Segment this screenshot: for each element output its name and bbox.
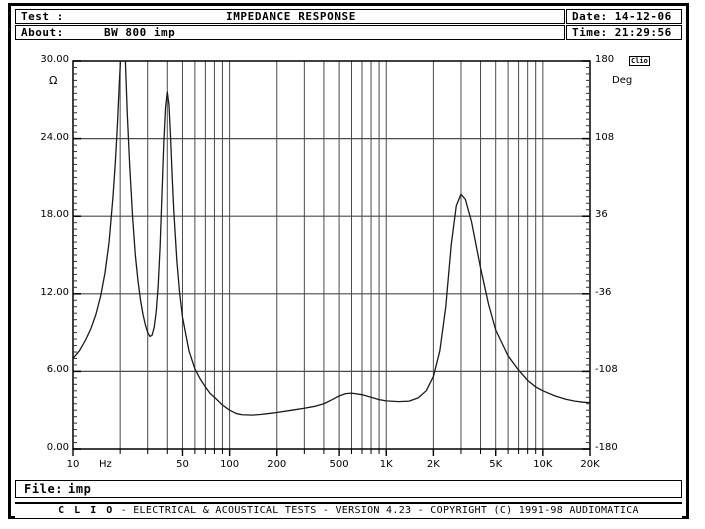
header-row-test: Test : IMPEDANCE RESPONSE Date: 14-12-06 [15, 9, 682, 24]
window-frame: Test : IMPEDANCE RESPONSE Date: 14-12-06… [8, 3, 689, 519]
y-axis-tick-label: 6.00 [46, 364, 69, 376]
x-axis-tick-label: 1K [379, 459, 393, 470]
time-field: Time: 21:29:56 [566, 25, 682, 40]
date-value: 14-12-06 [614, 10, 672, 23]
y2-axis-tick-label: 108 [595, 131, 615, 143]
y2-axis-tick-label: -180 [595, 442, 618, 453]
y2-axis-unit-label: Deg [612, 75, 633, 86]
brand-label: C L I O [58, 505, 115, 516]
x-axis-tick-label: 5K [489, 459, 503, 470]
x-axis-tick-label: 500 [329, 459, 349, 470]
about-value: BW 800 imp [104, 26, 176, 39]
time-label: Time: [572, 26, 608, 39]
y-axis-tick-label: 30.00 [40, 54, 69, 65]
y-axis-tick-label: 12.00 [40, 286, 69, 298]
y2-axis-tick-label: -36 [595, 286, 612, 298]
status-bar: C L I O - ELECTRICAL & ACOUSTICAL TESTS … [15, 502, 682, 518]
impedance-response-plot [72, 60, 591, 456]
file-label: File: [24, 482, 64, 496]
header: Test : IMPEDANCE RESPONSE Date: 14-12-06… [15, 9, 682, 41]
x-axis-tick-label: 100 [220, 459, 240, 470]
y2-axis-tick-label: 36 [595, 209, 608, 221]
about-field[interactable]: About: BW 800 imp [15, 25, 565, 40]
page-title: IMPEDANCE RESPONSE [225, 10, 356, 23]
x-axis-tick-label: 10K [533, 459, 553, 470]
plot-background [73, 61, 590, 449]
y-axis-tick-label: 0.00 [46, 442, 69, 453]
file-bar[interactable]: File: imp [15, 480, 682, 498]
header-row-about: About: BW 800 imp Time: 21:29:56 [15, 25, 682, 40]
y-axis-tick-label: 18.00 [40, 209, 69, 221]
file-value: imp [68, 482, 92, 496]
x-axis-unit-label: Hz [99, 459, 112, 470]
time-value: 21:29:56 [614, 26, 672, 39]
x-axis-tick-label: 20K [580, 459, 600, 470]
x-axis-tick-label: 2K [426, 459, 440, 470]
test-field[interactable]: Test : IMPEDANCE RESPONSE [15, 9, 565, 24]
date-field: Date: 14-12-06 [566, 9, 682, 24]
y2-axis-tick-label: -108 [595, 364, 618, 376]
about-label: About: [21, 26, 64, 39]
x-axis-tick-label: 50 [176, 459, 189, 470]
y-axis-unit-label: Ω [49, 74, 58, 87]
y-axis-tick-label: 24.00 [40, 131, 69, 143]
test-label: Test : [21, 10, 64, 23]
y2-axis-tick-label: 180 [595, 54, 615, 65]
x-axis-tick-label: 200 [267, 459, 287, 470]
status-text: - ELECTRICAL & ACOUSTICAL TESTS - VERSIO… [120, 505, 639, 516]
chart-area: Clio 0.00 6.00 12.00 18.00 24.00 30.00 -180 -10… [15, 44, 682, 476]
date-label: Date: [572, 10, 608, 23]
impedance-curve [73, 61, 590, 416]
x-axis-tick-label: 10 [66, 459, 80, 470]
clio-badge: Clio [629, 56, 650, 66]
